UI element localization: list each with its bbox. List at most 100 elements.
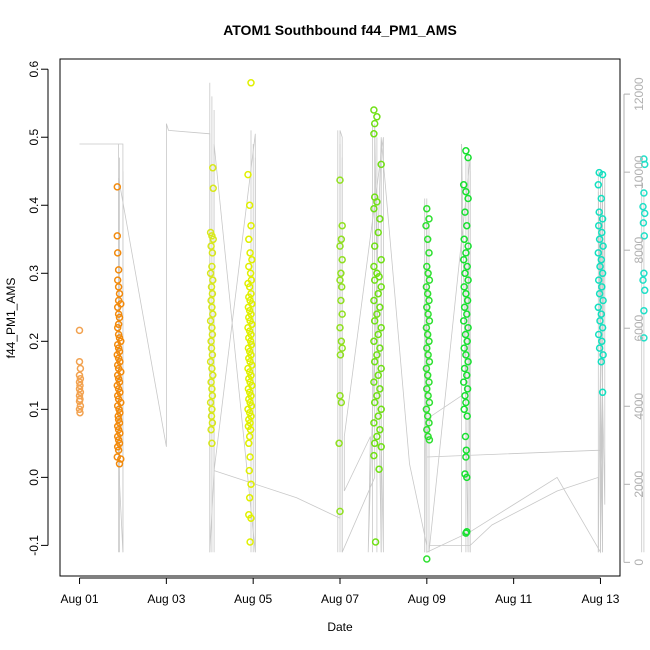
data-point: [208, 249, 217, 257]
data-point: [113, 323, 122, 332]
data-point: [114, 354, 123, 363]
data-point: [206, 228, 215, 237]
x-tick-label: Aug 11: [495, 592, 532, 606]
data-point: [246, 538, 254, 546]
data-point: [208, 330, 217, 339]
data-point: [76, 381, 84, 390]
data-point: [246, 269, 255, 278]
data-point: [377, 323, 385, 332]
data-point: [209, 184, 217, 193]
data-point: [245, 432, 254, 441]
data-point: [597, 310, 606, 318]
data-point: [425, 398, 434, 407]
data-point: [113, 432, 122, 441]
y-tick-label: -0.1: [27, 535, 41, 556]
data-point: [336, 242, 344, 250]
data-point: [207, 425, 215, 434]
data-point: [245, 494, 254, 502]
data-point: [460, 344, 468, 352]
data-point: [245, 466, 254, 475]
data-point: [639, 276, 647, 284]
data-point: [246, 398, 254, 407]
data-point: [208, 439, 216, 448]
data-point: [114, 436, 123, 444]
data-point: [422, 323, 431, 332]
data-point: [206, 317, 215, 325]
data-point: [423, 330, 432, 339]
data-point: [425, 317, 434, 325]
y2-tick-label: 6000: [632, 315, 646, 342]
data-point: [459, 378, 468, 386]
data-point: [425, 215, 433, 223]
data-point: [114, 330, 123, 339]
data-point: [422, 405, 431, 414]
chart-title: ATOM1 Southbound f44_PM1_AMS: [223, 22, 457, 38]
y-tick-label: 0.6: [27, 61, 41, 78]
data-point: [599, 242, 607, 250]
data-point: [598, 323, 607, 332]
data-point: [246, 425, 255, 434]
data-point: [208, 391, 217, 400]
y2-tick-label: 2000: [632, 471, 646, 498]
data-point: [244, 303, 253, 312]
data-point: [208, 351, 217, 359]
data-point: [336, 323, 344, 332]
data-point: [114, 446, 123, 454]
data-point: [209, 235, 217, 244]
data-point: [370, 378, 378, 386]
data-point: [597, 194, 606, 203]
data-point: [461, 269, 469, 278]
data-point: [245, 347, 254, 356]
data-point: [244, 385, 253, 393]
data-point: [370, 337, 378, 346]
data-point: [598, 337, 606, 346]
data-point: [460, 235, 468, 244]
data-point: [246, 249, 254, 257]
data-point: [114, 283, 123, 291]
data-point: [423, 204, 431, 213]
x-axis: Aug 01 Aug 03 Aug 05 Aug 07 Aug 09 Aug 11 Aug …: [61, 577, 620, 606]
data-point: [640, 209, 649, 218]
data-point: [424, 269, 432, 278]
plot-frame: [59, 58, 621, 577]
data-point: [247, 514, 255, 522]
data-point: [113, 249, 122, 257]
data-point: [207, 378, 215, 386]
data-point: [598, 269, 607, 278]
data-point: [377, 443, 385, 451]
data-point: [208, 419, 217, 427]
data-point: [425, 337, 433, 346]
data-point: [423, 425, 431, 434]
data-point: [76, 364, 85, 373]
data-point: [370, 262, 378, 271]
data-point: [463, 337, 471, 346]
data-point: [75, 397, 84, 405]
secondary-y-axis: 0 2000 4000 6000 8000 10000 12000: [623, 77, 646, 566]
data-point: [117, 455, 125, 463]
data-point: [462, 398, 470, 407]
y-tick-label: 0.3: [27, 265, 41, 282]
data-point: [337, 296, 345, 305]
data-point: [423, 385, 431, 393]
data-point: [336, 276, 344, 284]
data-point: [370, 398, 379, 407]
data-point: [113, 443, 122, 451]
data-point: [113, 422, 122, 431]
data-point: [422, 364, 431, 373]
data-point: [113, 361, 122, 369]
data-point: [425, 378, 433, 386]
data-point: [376, 385, 384, 393]
data-point: [206, 398, 215, 407]
data-point: [423, 289, 432, 298]
data-point: [462, 529, 470, 537]
data-point: [370, 451, 378, 460]
data-point: [209, 371, 217, 380]
data-point: [115, 313, 124, 322]
data-point: [75, 385, 84, 393]
data-point: [640, 306, 648, 315]
x-tick-label: Aug 09: [408, 592, 446, 606]
data-point: [246, 453, 254, 461]
data-point: [208, 385, 216, 393]
data-point: [114, 310, 123, 318]
